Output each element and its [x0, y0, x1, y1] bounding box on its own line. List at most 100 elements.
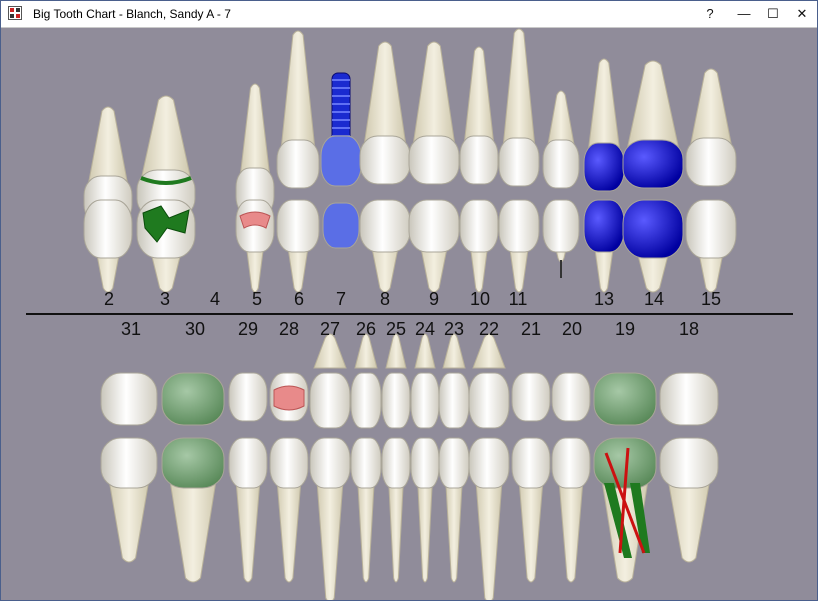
tooth-number-18[interactable]: 18	[678, 319, 700, 339]
tooth-23-crown	[438, 437, 470, 489]
tooth-number-30[interactable]: 30	[184, 319, 206, 339]
tooth-28-crown	[269, 437, 309, 489]
minimize-button[interactable]: —	[737, 6, 751, 21]
close-button[interactable]: ✕	[796, 6, 808, 21]
tooth-number-15[interactable]: 15	[700, 289, 722, 309]
tooth-number-9[interactable]: 9	[428, 289, 439, 309]
tooth-number-19[interactable]: 19	[614, 319, 636, 339]
tooth-15-root	[689, 68, 733, 149]
tooth-26-crown	[350, 437, 382, 489]
tooth-20-crown	[551, 437, 591, 489]
tooth-22-occlusal	[468, 372, 510, 429]
extraction-mark-19b	[618, 447, 630, 554]
maximize-button[interactable]: ☐	[767, 6, 779, 21]
tooth-number-28[interactable]: 28	[278, 319, 300, 339]
tooth-11-root	[502, 28, 536, 149]
restoration-28	[273, 385, 305, 411]
tooth-27-root	[315, 467, 345, 600]
tooth-12-root	[546, 90, 576, 151]
tooth-number-23[interactable]: 23	[443, 319, 465, 339]
tooth-30-crown	[161, 437, 225, 489]
tooth-26-occlusal	[350, 372, 382, 429]
tooth-29-occlusal	[228, 372, 268, 422]
composite-filling-3	[142, 205, 190, 243]
window-title: Big Tooth Chart - Blanch, Sandy A - 7	[33, 7, 231, 21]
tooth-10-root	[463, 46, 495, 147]
tooth-12-occlusal	[542, 199, 580, 253]
tooth-13-occlusal	[583, 199, 625, 253]
tooth-21-occlusal	[511, 372, 551, 422]
help-button[interactable]: ?	[706, 6, 714, 21]
tooth-14-root	[626, 60, 680, 151]
tooth-23-occlusal	[438, 372, 470, 429]
tooth-number-31[interactable]: 31	[120, 319, 142, 339]
tooth-8-root	[363, 41, 407, 147]
tooth-13-crown	[583, 142, 625, 192]
tooth-number-24[interactable]: 24	[414, 319, 436, 339]
tooth-11-occlusal	[498, 199, 540, 253]
tooth-20-root	[557, 467, 585, 583]
tooth-25-occlusal-root	[385, 333, 407, 369]
tooth-2-root	[87, 106, 129, 187]
tooth-number-29[interactable]: 29	[237, 319, 259, 339]
root-canal-fill-19b	[630, 483, 650, 553]
tooth-30-occlusal	[161, 372, 225, 426]
title-bar[interactable]: Big Tooth Chart - Blanch, Sandy A - 7 ? …	[1, 1, 817, 28]
tooth-number-13[interactable]: 13	[593, 289, 615, 309]
tooth-21-root	[517, 467, 545, 583]
tooth-24-crown	[410, 437, 440, 489]
tooth-number-2[interactable]: 2	[103, 289, 114, 309]
tooth-15-occlusal	[685, 199, 737, 259]
tooth-18-root	[665, 467, 713, 563]
tooth-9-crown	[408, 135, 460, 185]
tooth-9-root	[412, 41, 456, 147]
tooth-31-crown	[100, 437, 158, 489]
implant-crown-7	[320, 135, 362, 187]
tooth-chart-canvas[interactable]: 2 3 4 5 6 7 8 9 10 11 13 14 15 31 30 29 …	[1, 28, 817, 600]
tooth-number-6[interactable]: 6	[293, 289, 304, 309]
tooth-number-22[interactable]: 22	[478, 319, 500, 339]
tooth-29-root	[234, 467, 262, 583]
tooth-number-8[interactable]: 8	[379, 289, 390, 309]
implant-crown-occlusal-7	[322, 202, 360, 249]
tooth-22-root	[474, 467, 504, 600]
tooth-27-occlusal-root	[313, 333, 347, 369]
tooth-5-root	[239, 83, 271, 179]
tooth-21-crown	[511, 437, 551, 489]
tooth-number-27[interactable]: 27	[319, 319, 341, 339]
tooth-number-10[interactable]: 10	[469, 289, 491, 309]
tooth-25-occlusal	[381, 372, 411, 429]
tooth-number-20[interactable]: 20	[561, 319, 583, 339]
tooth-25-crown	[381, 437, 411, 489]
tooth-number-14[interactable]: 14	[643, 289, 665, 309]
tooth-18-crown	[659, 437, 719, 489]
tooth-25-root	[387, 467, 405, 583]
tooth-23-root	[444, 467, 464, 583]
tooth-chart-graphic[interactable]	[1, 28, 817, 600]
tooth-30-root	[167, 467, 219, 583]
tooth-8-occlusal	[359, 199, 411, 253]
tooth-14-crown	[622, 139, 684, 189]
tooth-20-occlusal	[551, 372, 591, 422]
tooth-number-25[interactable]: 25	[385, 319, 407, 339]
tooth-number-5[interactable]: 5	[251, 289, 262, 309]
tooth-6-occlusal	[276, 199, 320, 253]
tooth-14-occlusal	[622, 199, 684, 259]
tooth-11-crown	[498, 137, 540, 187]
composite-facial-3	[140, 176, 192, 185]
tooth-number-11[interactable]: 11	[508, 289, 528, 309]
tooth-5-occlusal	[235, 199, 275, 253]
tooth-number-21[interactable]: 21	[520, 319, 542, 339]
tooth-number-26[interactable]: 26	[355, 319, 377, 339]
tooth-number-4[interactable]: 4	[209, 289, 220, 309]
tooth-10-occlusal	[459, 199, 499, 253]
tooth-31-root	[106, 467, 152, 563]
tooth-27-crown	[309, 437, 351, 489]
tooth-31-occlusal	[100, 372, 158, 426]
tooth-2-occlusal	[83, 199, 133, 259]
tooth-15-crown	[685, 137, 737, 187]
tooth-6-crown	[276, 139, 320, 189]
tooth-number-7[interactable]: 7	[335, 289, 346, 309]
tooth-number-3[interactable]: 3	[159, 289, 170, 309]
